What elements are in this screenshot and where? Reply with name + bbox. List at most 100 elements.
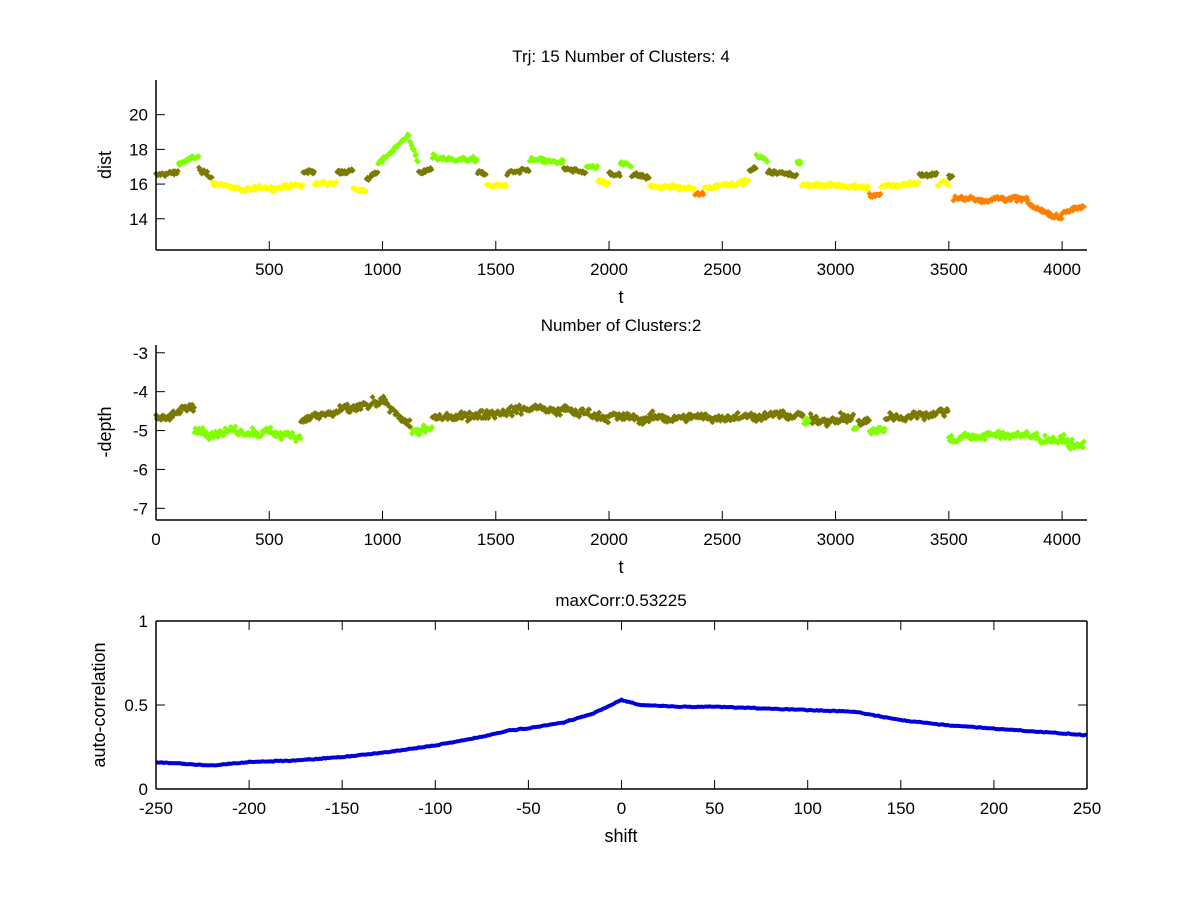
y-tick-label: -4: [133, 383, 148, 402]
x-tick-label: -150: [325, 799, 359, 818]
data-marks: [153, 393, 1087, 452]
data-point-cluster-0: [866, 417, 873, 424]
data-point-cluster-2: [251, 183, 258, 190]
data-point-cluster-1: [267, 424, 274, 431]
depth-ylabel: -depth: [95, 406, 115, 457]
y-tick-label: 20: [129, 106, 148, 125]
data-point-cluster-2: [745, 177, 752, 184]
x-tick-label: -100: [418, 799, 452, 818]
autocorr-xlabel: shift: [604, 826, 637, 846]
y-tick-label: 18: [129, 140, 148, 159]
x-tick-label: 2000: [590, 260, 628, 279]
data-point-cluster-1: [1060, 431, 1067, 438]
data-point-cluster-0: [479, 407, 486, 414]
data-point-cluster-1: [1033, 430, 1040, 437]
data-point-cluster-1: [473, 156, 480, 163]
data-point-cluster-2: [915, 179, 922, 186]
autocorr-subplot: maxCorr:0.53225 shift auto-correlation -…: [89, 591, 1101, 846]
data-point-cluster-2: [503, 183, 510, 190]
x-tick-label: -50: [516, 799, 541, 818]
data-point-cluster-0: [491, 415, 498, 422]
dist-xlabel: t: [618, 287, 623, 307]
data-point-cluster-1: [764, 158, 771, 165]
data-point-cluster-0: [649, 408, 656, 415]
data-point-cluster-0: [525, 168, 532, 175]
data-point-cluster-1: [1079, 444, 1086, 451]
data-point-cluster-0: [813, 413, 820, 420]
data-point-cluster-1: [278, 436, 285, 443]
x-tick-label: 1500: [477, 260, 515, 279]
y-tick-label: 16: [129, 175, 148, 194]
data-point-cluster-1: [560, 157, 567, 164]
data-point-cluster-0: [349, 167, 356, 174]
data-point-cluster-0: [513, 409, 520, 416]
y-tick-label: -6: [133, 460, 148, 479]
data-point-cluster-1: [1080, 438, 1087, 445]
y-tick-label: 1: [139, 612, 148, 631]
data-point-cluster-1: [379, 158, 386, 165]
y-tick-label: 0: [139, 780, 148, 799]
x-tick-label: 3000: [817, 260, 855, 279]
data-point-cluster-0: [406, 417, 413, 424]
autocorr-ylabel: auto-correlation: [89, 642, 109, 767]
data-point-cluster-0: [485, 415, 492, 422]
data-point-cluster-1: [594, 162, 601, 169]
data-point-cluster-2: [691, 185, 698, 192]
x-tick-label: 50: [705, 799, 724, 818]
data-point-cluster-0: [949, 173, 956, 180]
data-point-cluster-0: [518, 411, 525, 418]
data-point-cluster-3: [877, 190, 884, 197]
data-point-cluster-0: [944, 408, 951, 415]
data-point-cluster-0: [204, 168, 211, 175]
depth-subplot: Number of Clusters:2 t -depth 0 500 1000 15…: [95, 316, 1087, 577]
x-tick-label: 100: [794, 799, 822, 818]
data-point-cluster-0: [752, 165, 759, 172]
data-point-cluster-1: [428, 423, 435, 430]
data-point-cluster-3: [700, 191, 707, 198]
data-point-cluster-0: [579, 406, 586, 413]
x-tick-label: 500: [255, 260, 283, 279]
autocorr-title: maxCorr:0.53225: [555, 591, 686, 610]
data-point-cluster-3: [1080, 203, 1087, 210]
data-point-cluster-1: [982, 436, 989, 443]
y-tick-label: -5: [133, 422, 148, 441]
data-point-cluster-2: [605, 179, 612, 186]
data-point-cluster-1: [881, 425, 888, 432]
data-point-cluster-0: [177, 409, 184, 416]
data-point-cluster-0: [799, 411, 806, 418]
x-tick-label: 3500: [930, 530, 968, 549]
data-point-cluster-0: [605, 419, 612, 426]
depth-xlabel: t: [618, 557, 623, 577]
data-point-cluster-3: [1058, 215, 1065, 222]
data-marks: [153, 131, 1087, 222]
data-point-cluster-1: [297, 435, 304, 442]
data-point-cluster-0: [174, 167, 181, 174]
x-tick-label: 0: [617, 799, 626, 818]
data-point-cluster-0: [428, 166, 435, 173]
x-tick-label: 500: [255, 530, 283, 549]
data-point-cluster-0: [311, 168, 318, 175]
data-point-cluster-1: [232, 423, 239, 430]
data-point-cluster-0: [369, 394, 376, 401]
autocorrelation-line: [155, 697, 1088, 768]
x-tick-label: 3000: [817, 530, 855, 549]
depth-title: Number of Clusters:2: [541, 316, 702, 335]
data-point-cluster-1: [405, 132, 412, 139]
data-point-cluster-1: [289, 429, 296, 436]
data-point-cluster-0: [509, 412, 516, 419]
data-point-cluster-2: [945, 181, 952, 188]
data-point-cluster-2: [865, 183, 872, 190]
data-point-cluster-0: [508, 403, 515, 410]
x-tick-label: 2500: [703, 260, 741, 279]
y-tick-label: 0.5: [124, 696, 148, 715]
data-point-cluster-0: [374, 169, 381, 176]
x-tick-label: 2000: [590, 530, 628, 549]
data-point-cluster-1: [628, 163, 635, 170]
data-point-cluster-0: [582, 169, 589, 176]
data-point-cluster-2: [333, 179, 340, 186]
data-point-cluster-1: [854, 424, 861, 431]
data-point-cluster-1: [195, 153, 202, 160]
data-point-cluster-0: [616, 172, 623, 179]
data-point-cluster-1: [413, 151, 420, 158]
